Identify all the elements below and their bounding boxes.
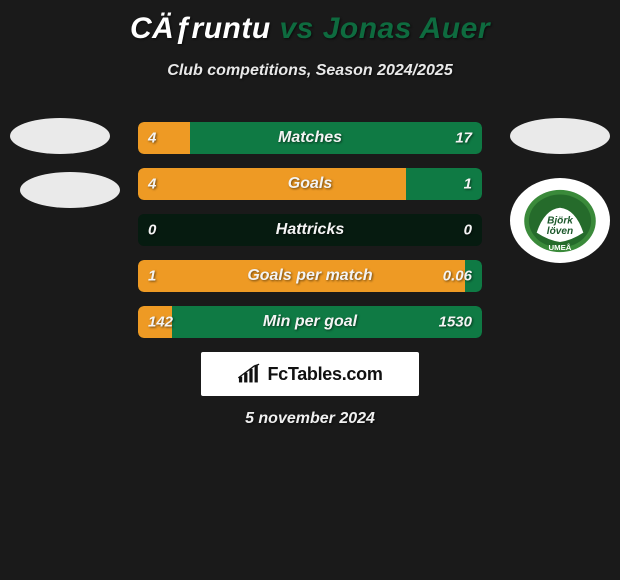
stat-value-left: 4 [148, 176, 156, 193]
brand-name: FcTables.com [267, 364, 382, 385]
stats-container: 4 17 Matches 4 1 Goals 0 0 Hattricks 1 0.06 Goals p… [138, 122, 482, 352]
player2-name: Jonas Auer [323, 12, 490, 45]
stat-value-right: 0 [464, 222, 472, 239]
player1-club-badge [20, 172, 120, 208]
brand-chart-icon [237, 363, 263, 385]
stat-fill-left [138, 122, 190, 154]
stat-label: Goals per match [247, 267, 372, 285]
stat-value-left: 142 [148, 314, 173, 331]
player2-club-badge: Björk löven UMEÅ [510, 178, 610, 263]
stat-label: Matches [278, 129, 342, 147]
stat-value-left: 4 [148, 130, 156, 147]
svg-text:löven: löven [547, 226, 573, 237]
stat-value-left: 0 [148, 222, 156, 239]
stat-row: 1 0.06 Goals per match [138, 260, 482, 292]
player1-avatar [10, 118, 110, 154]
stat-label: Hattricks [276, 221, 344, 239]
stat-value-right: 0.06 [443, 268, 472, 285]
stat-row: 0 0 Hattricks [138, 214, 482, 246]
svg-text:Björk: Björk [547, 215, 574, 226]
stat-value-left: 1 [148, 268, 156, 285]
stat-row: 4 1 Goals [138, 168, 482, 200]
stat-row: 4 17 Matches [138, 122, 482, 154]
stat-fill-left [138, 168, 406, 200]
stat-row: 142 1530 Min per goal [138, 306, 482, 338]
stat-value-right: 1530 [439, 314, 472, 331]
stat-label: Min per goal [263, 313, 357, 331]
club-logo-icon: Björk löven UMEÅ [520, 186, 600, 256]
page-title: CÄƒruntu vs Jonas Auer [0, 0, 620, 46]
player1-name: CÄƒruntu [130, 12, 271, 45]
stat-value-right: 17 [455, 130, 472, 147]
stat-value-right: 1 [464, 176, 472, 193]
player2-avatar [510, 118, 610, 154]
subtitle: Club competitions, Season 2024/2025 [0, 62, 620, 80]
stat-label: Goals [288, 175, 332, 193]
date-label: 5 november 2024 [0, 410, 620, 428]
brand-box[interactable]: FcTables.com [201, 352, 419, 396]
vs-label: vs [280, 12, 314, 45]
svg-text:UMEÅ: UMEÅ [549, 242, 572, 251]
